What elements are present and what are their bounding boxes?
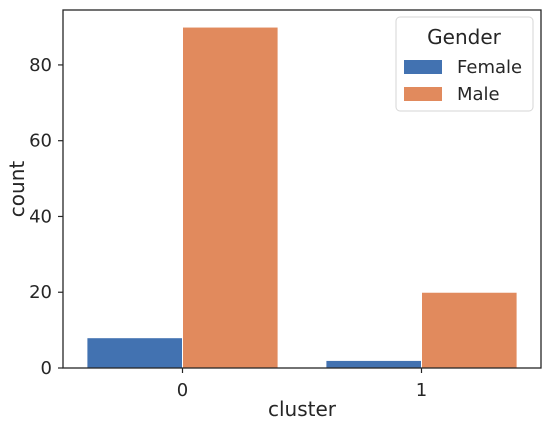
legend-title: Gender [427, 25, 501, 49]
legend-label-female: Female [457, 57, 522, 78]
y-tick-label: 40 [29, 206, 52, 227]
legend-items: Female Male [404, 57, 522, 105]
legend-swatch-female [404, 60, 442, 74]
plot-frame [62, 9, 542, 369]
y-tick-label: 80 [29, 55, 52, 76]
legend-label-male: Male [457, 84, 500, 105]
bar-male-cluster-1 [421, 291, 518, 369]
bar-female-cluster-0 [86, 337, 183, 369]
y-tick-label: 60 [29, 131, 52, 152]
bar-male-cluster-0 [182, 26, 279, 369]
y-axis-label: count [5, 161, 29, 218]
bars-group [86, 26, 518, 369]
x-tick-label: 0 [177, 380, 188, 401]
y-tick-label: 20 [29, 282, 52, 303]
bar-female-cluster-1 [325, 359, 422, 369]
y-tick-label: 0 [41, 358, 52, 379]
y-axis-ticks: 0 20 40 60 80 [29, 55, 63, 379]
legend-swatch-male [404, 87, 442, 101]
x-tick-label: 1 [416, 380, 427, 401]
x-axis-label: cluster [268, 397, 337, 421]
legend: Gender Female Male [395, 16, 534, 112]
